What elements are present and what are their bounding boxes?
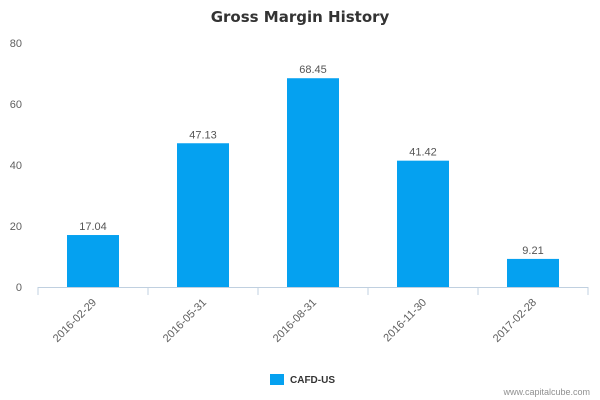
y-axis: 0 20 40 60 80 [10,38,22,294]
data-label: 9.21 [522,245,543,257]
legend-swatch[interactable] [270,374,284,385]
bar-2016-08-31[interactable] [287,78,339,287]
bar-2017-02-28[interactable] [507,258,559,287]
legend[interactable]: CAFD-US [270,374,335,386]
data-label: 41.42 [409,147,437,159]
chart-title: Gross Margin History [211,8,390,26]
data-labels: 17.04 47.13 68.45 41.42 9.21 [79,64,543,257]
bar-2016-02-29[interactable] [67,235,119,287]
bar-series [67,78,559,287]
x-tick-label: 2016-02-29 [51,297,99,345]
bar-2016-11-30[interactable] [397,160,449,287]
x-tick-label: 2016-05-31 [161,297,209,345]
y-tick-label: 20 [10,221,22,233]
y-tick-label: 40 [10,160,22,172]
y-tick-label: 0 [16,282,22,294]
x-tick-label: 2016-08-31 [271,297,319,345]
legend-item-label[interactable]: CAFD-US [290,375,335,386]
data-label: 68.45 [299,64,327,76]
y-tick-label: 60 [10,99,22,111]
x-tick-label: 2016-11-30 [381,297,429,345]
source-credit: www.capitalcube.com [502,387,590,397]
y-tick-label: 80 [10,38,22,50]
x-tick-label: 2017-02-28 [491,297,539,345]
bar-2016-05-31[interactable] [177,143,229,287]
data-label: 17.04 [79,221,107,233]
data-label: 47.13 [189,129,217,141]
x-axis: 2016-02-29 2016-05-31 2016-08-31 2016-11-30… [37,287,589,345]
